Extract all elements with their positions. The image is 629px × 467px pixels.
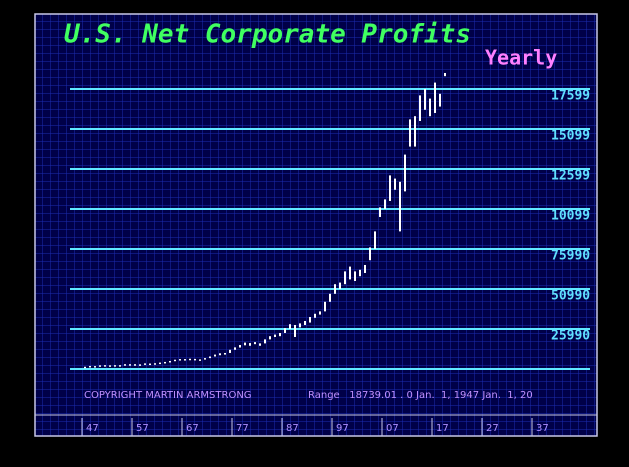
y-tick-label: 25990 — [551, 329, 590, 344]
x-tick-label: 97 — [336, 423, 349, 434]
range-text: Range 18739.01 . 0 Jan. 1, 1947 Jan. 1, … — [308, 390, 533, 401]
y-tick-label: 75990 — [551, 249, 590, 264]
y-tick-label: 17599 — [551, 89, 590, 104]
x-tick-label: 87 — [286, 423, 299, 434]
panel — [34, 13, 598, 437]
x-tick-label: 77 — [236, 423, 249, 434]
x-tick-label: 57 — [136, 423, 149, 434]
x-tick-label: 67 — [186, 423, 199, 434]
y-tick-label: 15099 — [551, 129, 590, 144]
y-tick-label: 50990 — [551, 289, 590, 304]
period-label: Yearly — [485, 46, 557, 70]
x-tick-label: 27 — [486, 423, 499, 434]
x-tick-label: 37 — [536, 423, 549, 434]
x-tick-label: 07 — [386, 423, 399, 434]
y-tick-label: 10099 — [551, 209, 590, 224]
y-tick-label: 12599 — [551, 169, 590, 184]
x-tick-label: 47 — [86, 423, 99, 434]
x-tick-label: 17 — [436, 423, 449, 434]
copyright: COPYRIGHT MARTIN ARMSTRONG — [84, 390, 252, 401]
chart-title: U.S. Net Corporate Profits — [64, 20, 471, 50]
